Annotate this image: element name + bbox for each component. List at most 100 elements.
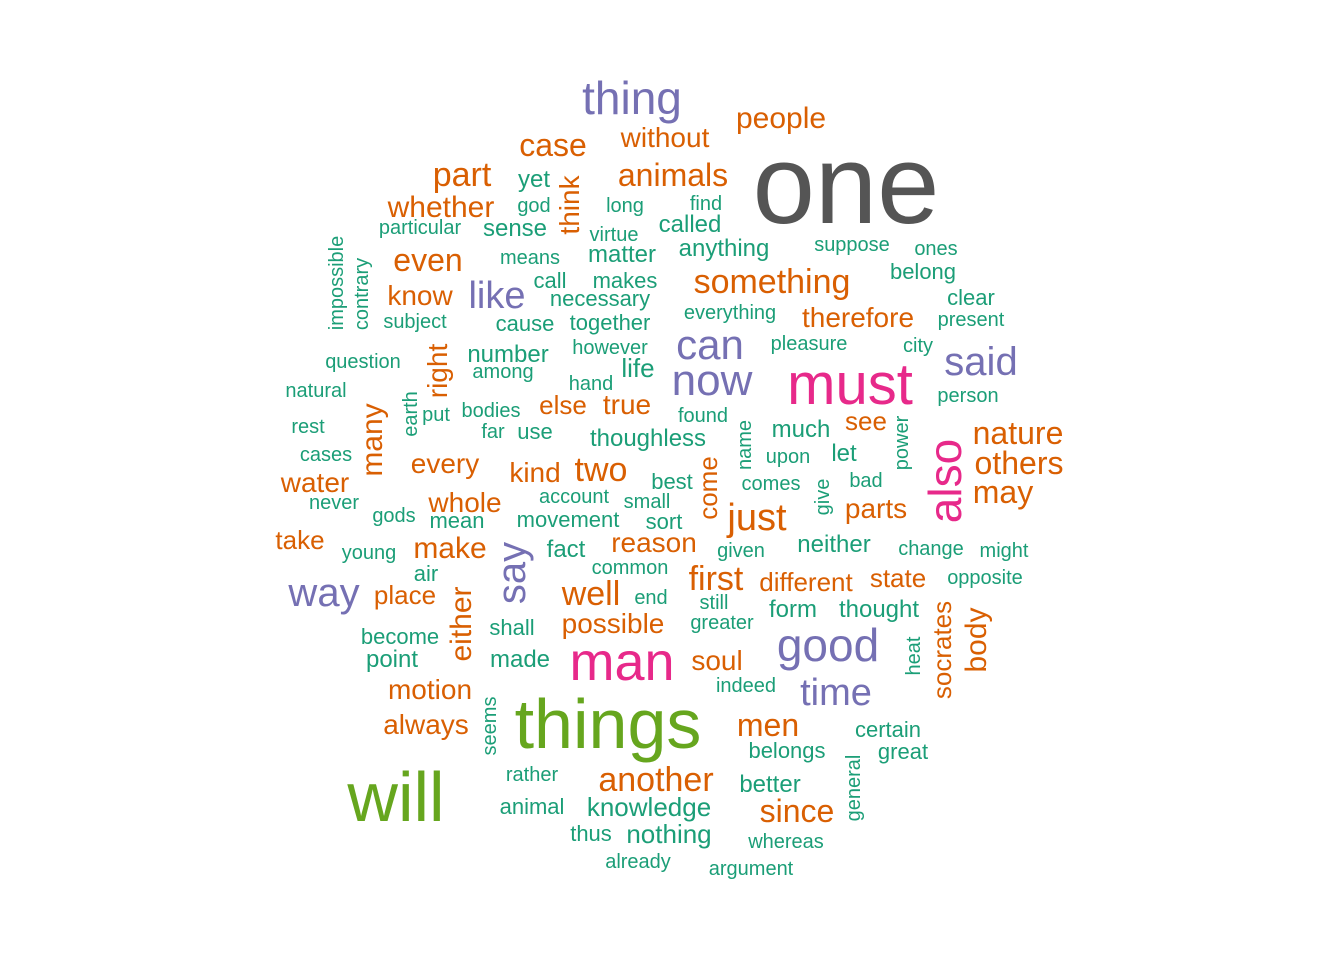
word-greater: greater — [690, 612, 754, 634]
word-knowledge: knowledge — [586, 792, 712, 822]
word-good: good — [776, 619, 880, 671]
word-city: city — [903, 335, 933, 357]
word-god: god — [517, 195, 551, 217]
word-one: one — [752, 122, 940, 247]
word-mean: mean — [429, 508, 485, 533]
word-right: right — [422, 343, 453, 399]
word-make: make — [413, 532, 487, 565]
word-just: just — [727, 497, 787, 539]
word-yet: yet — [517, 166, 551, 193]
word-seems: seems — [479, 696, 501, 756]
word-shall: shall — [489, 615, 535, 640]
word-give: give — [812, 478, 834, 516]
word-may: may — [972, 474, 1034, 510]
word-best: best — [651, 469, 693, 494]
word-nothing: nothing — [626, 819, 712, 849]
word-thought: thought — [838, 596, 920, 623]
word-form: form — [769, 596, 817, 623]
word-account: account — [538, 486, 610, 508]
word-place: place — [373, 580, 437, 610]
word-bad: bad — [849, 470, 883, 492]
word-general: general — [843, 754, 865, 822]
word-animal: animal — [499, 794, 565, 819]
word-therefore: therefore — [801, 302, 915, 333]
word-better: better — [739, 771, 801, 798]
word-however: however — [572, 337, 648, 359]
word-everything: everything — [683, 302, 777, 324]
word-cases: cases — [299, 444, 353, 466]
word-thoughless: thoughless — [589, 425, 707, 452]
word-whether: whether — [387, 191, 495, 224]
word-things: things — [514, 685, 702, 763]
word-still: still — [699, 592, 729, 614]
word-necessary: necessary — [549, 286, 651, 311]
word-either: either — [445, 586, 478, 662]
word-find: find — [689, 193, 723, 215]
word-parts: parts — [844, 493, 908, 524]
word-person: person — [937, 385, 999, 407]
word-whole: whole — [428, 487, 502, 518]
word-bodies: bodies — [461, 400, 521, 422]
word-part: part — [432, 156, 492, 194]
word-can: can — [676, 321, 744, 368]
word-never: never — [308, 492, 360, 514]
word-among: among — [472, 361, 534, 383]
word-together: together — [569, 310, 651, 335]
word-put: put — [422, 404, 450, 426]
word-anything: anything — [678, 235, 770, 262]
word-belongs: belongs — [748, 738, 826, 763]
word-neither: neither — [797, 531, 871, 558]
word-thing: thing — [582, 72, 682, 124]
word-fact: fact — [546, 536, 586, 563]
word-power: power — [891, 415, 913, 471]
word-whereas: whereas — [748, 831, 824, 853]
word-kind: kind — [509, 457, 561, 488]
word-movement: movement — [516, 507, 620, 532]
word-say: say — [490, 541, 534, 605]
word-sense: sense — [482, 215, 548, 242]
word-number: number — [467, 341, 549, 368]
word-subject: subject — [383, 311, 447, 333]
word-man: man — [569, 632, 675, 692]
word-change: change — [898, 538, 964, 560]
word-reason: reason — [611, 527, 697, 558]
word-hand: hand — [568, 373, 614, 395]
word-gods: gods — [372, 505, 416, 527]
word-animals: animals — [617, 157, 729, 193]
word-even: even — [393, 242, 463, 278]
word-different: different — [759, 567, 853, 597]
word-another: another — [598, 761, 714, 799]
word-contrary: contrary — [351, 257, 373, 331]
word-call: call — [533, 268, 567, 293]
word-long: long — [606, 195, 644, 217]
word-called: called — [658, 211, 722, 238]
word-thus: thus — [570, 821, 612, 846]
word-come: come — [693, 456, 723, 520]
word-pleasure: pleasure — [770, 333, 848, 355]
word-point: point — [365, 646, 419, 673]
word-case: case — [519, 127, 587, 163]
word-way: way — [288, 571, 360, 615]
word-become: become — [360, 624, 440, 649]
word-natural: natural — [285, 380, 347, 402]
word-now: now — [671, 356, 753, 405]
word-said: said — [944, 340, 1018, 384]
word-motion: motion — [387, 674, 473, 705]
word-also: also — [919, 438, 971, 524]
word-first: first — [688, 560, 744, 598]
word-life: life — [621, 353, 655, 383]
word-two: two — [574, 451, 628, 489]
word-every: every — [410, 448, 480, 479]
word-opposite: opposite — [947, 567, 1023, 589]
word-possible: possible — [561, 608, 665, 639]
word-makes: makes — [592, 268, 658, 293]
word-use: use — [517, 419, 553, 444]
word-rest: rest — [291, 416, 325, 438]
word-know: know — [387, 280, 453, 311]
word-something: something — [693, 263, 851, 301]
word-must: must — [787, 352, 913, 417]
word-much: much — [771, 416, 831, 443]
word-always: always — [383, 709, 469, 740]
word-others: others — [974, 445, 1064, 481]
word-state: state — [869, 563, 927, 593]
